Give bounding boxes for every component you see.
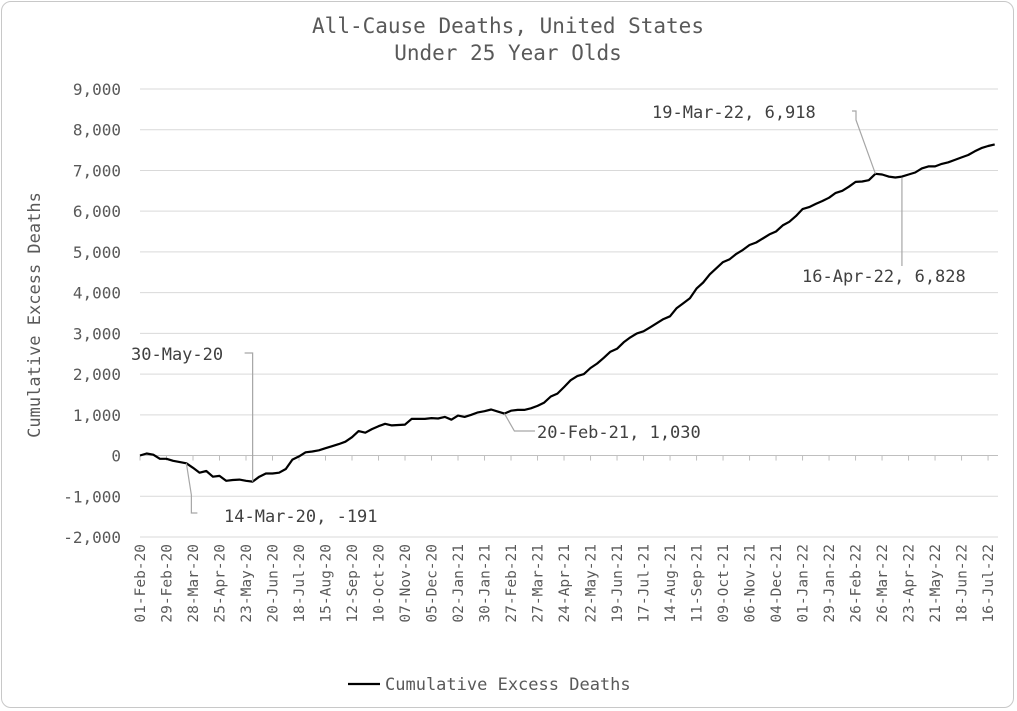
x-tick-label: 29-Feb-20 [160, 544, 176, 623]
x-tick-label: 27-Feb-21 [504, 544, 520, 623]
x-tick-label: 22-May-21 [584, 544, 600, 623]
annotation-19-mar-22: 19-Mar-22, 6,918 [652, 103, 816, 123]
y-tick-label: 6,000 [73, 202, 121, 221]
x-tick-label: 15-Aug-20 [319, 544, 335, 623]
y-tick-label: 8,000 [73, 121, 121, 140]
annotation-20-feb-21: 20-Feb-21, 1,030 [537, 423, 701, 443]
x-tick-label: 04-Dec-21 [769, 544, 785, 623]
y-tick-label: -1,000 [63, 487, 121, 506]
y-tick-label: 7,000 [73, 161, 121, 180]
x-tick-label: 18-Jul-20 [292, 544, 308, 623]
x-tick-label: 12-Sep-20 [345, 544, 361, 623]
y-axis-label: Cumulative Excess Deaths [25, 192, 45, 438]
y-tick-label: 5,000 [73, 243, 121, 262]
x-tick-label: 05-Dec-20 [425, 544, 441, 623]
x-tick-label: 09-Oct-21 [716, 544, 732, 623]
x-tick-label: 01-Feb-20 [133, 544, 149, 623]
gridlines [140, 88, 998, 538]
chart-title: All-Cause Deaths, United States [312, 14, 704, 38]
x-tick-label: 23-May-20 [239, 544, 255, 623]
y-tick-label: 9,000 [73, 80, 121, 99]
y-tick-labels: 9,000 8,000 7,000 6,000 5,000 4,000 3,000 2,000… [63, 80, 121, 547]
chart-subtitle: Under 25 Year Olds [394, 41, 622, 65]
legend: Cumulative Excess Deaths [348, 675, 631, 695]
x-tick-label: 11-Sep-21 [690, 544, 706, 623]
series-line [139, 143, 995, 483]
x-tick-label: 18-Jun-22 [955, 544, 971, 623]
y-tick-label: 3,000 [73, 324, 121, 343]
x-tick-label: 21-May-22 [928, 544, 944, 623]
x-tick-label: 28-Mar-20 [186, 544, 202, 623]
series-group [139, 143, 995, 483]
annotation-leader [503, 413, 535, 432]
x-tick-label: 25-Apr-20 [213, 544, 229, 623]
x-tick-label: 26-Feb-22 [849, 544, 865, 623]
annotations: 14-Mar-20, -191 30-May-20 20-Feb-21, 1,030… [131, 103, 966, 527]
x-tick-label: 16-Jul-22 [981, 544, 997, 623]
annotation-14-mar-20: 14-Mar-20, -191 [224, 507, 378, 527]
annotation-leader [852, 110, 876, 174]
annotation-leader [244, 352, 254, 482]
x-tick-label: 06-Nov-21 [743, 544, 759, 623]
x-tick-label: 14-Aug-21 [663, 544, 679, 623]
x-tick-label: 30-Jan-21 [478, 544, 494, 623]
annotation-16-apr-22: 16-Apr-22, 6,828 [802, 267, 966, 287]
y-tick-label: 2,000 [73, 365, 121, 384]
x-tick-label: 01-Jan-22 [796, 544, 812, 623]
x-tick-label: 10-Oct-20 [372, 544, 388, 623]
x-tick-label: 19-Jun-21 [610, 544, 626, 623]
x-tick-label: 27-Mar-21 [531, 544, 547, 623]
x-tick-label: 17-Jul-21 [637, 544, 653, 623]
y-tick-label: -2,000 [63, 528, 121, 547]
annotation-30-may-20: 30-May-20 [131, 345, 223, 365]
x-tick-labels: 01-Feb-20 29-Feb-20 28-Mar-20 25-Apr-20 23-M… [133, 455, 997, 623]
x-tick-label: 20-Jun-20 [266, 544, 282, 623]
annotation-leader [185, 463, 198, 514]
x-tick-label: 26-Mar-22 [875, 544, 891, 623]
x-tick-label: 29-Jan-22 [822, 544, 838, 623]
x-tick-label: 02-Jan-21 [451, 544, 467, 623]
x-tick-label: 07-Nov-20 [398, 544, 414, 623]
y-tick-label: 4,000 [73, 284, 121, 303]
y-tick-label: 0 [111, 447, 121, 466]
legend-label: Cumulative Excess Deaths [385, 675, 631, 695]
x-tick-label: 23-Apr-22 [902, 544, 918, 623]
x-tick-label: 24-Apr-21 [557, 544, 573, 623]
y-tick-label: 1,000 [73, 406, 121, 425]
